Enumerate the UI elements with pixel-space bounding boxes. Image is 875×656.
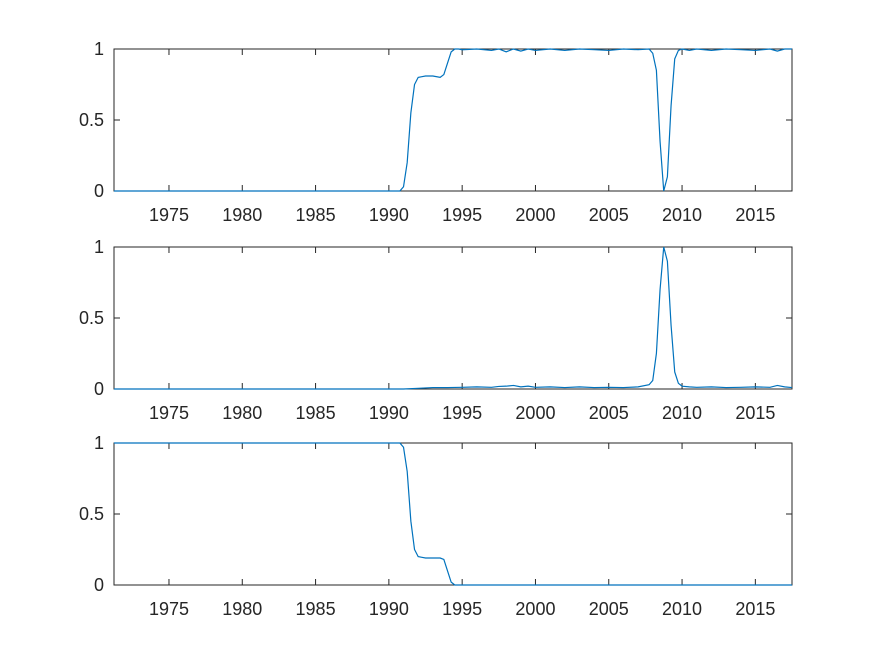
x-tick-label: 1980: [222, 205, 262, 225]
x-tick-label: 2000: [515, 205, 555, 225]
x-tick-label: 1995: [442, 205, 482, 225]
x-tick-label: 2010: [662, 205, 702, 225]
x-tick-label: 1990: [369, 403, 409, 423]
x-tick-label: 2010: [662, 403, 702, 423]
x-tick-label: 2005: [589, 403, 629, 423]
x-tick-label: 1985: [296, 403, 336, 423]
x-tick-label: 1980: [222, 599, 262, 619]
x-tick-label: 2005: [589, 205, 629, 225]
y-tick-label: 0: [94, 379, 104, 399]
x-tick-label: 1975: [149, 403, 189, 423]
y-tick-label: 1: [94, 237, 104, 257]
y-tick-label: 1: [94, 39, 104, 59]
series-line-1: [114, 442, 792, 586]
y-tick-label: 0.5: [79, 504, 104, 524]
x-tick-label: 2015: [735, 403, 775, 423]
x-tick-label: 1975: [149, 599, 189, 619]
x-tick-label: 1985: [296, 599, 336, 619]
subplot-1: 1975 1980 1985 1990 1995 2000 2005 2010 2015 0 0.5…: [79, 39, 793, 225]
x-tick-label: 1995: [442, 599, 482, 619]
axes-box: [113, 442, 793, 586]
series-line-1: [114, 48, 792, 192]
x-tick-label: 2010: [662, 599, 702, 619]
y-tick-label: 0.5: [79, 110, 104, 130]
x-tick-label: 1990: [369, 599, 409, 619]
x-tick-label: 2005: [589, 599, 629, 619]
axes-box: [113, 48, 793, 192]
x-tick-label: 1975: [149, 205, 189, 225]
x-tick-label: 2015: [735, 599, 775, 619]
subplot-2: 1975 1980 1985 1990 1995 2000 2005 2010 2015 0 0.5…: [79, 237, 793, 423]
x-tick-label: 1990: [369, 205, 409, 225]
x-tick-label: 1995: [442, 403, 482, 423]
y-tick-label: 1: [94, 433, 104, 453]
y-tick-label: 0: [94, 181, 104, 201]
axes-box: [113, 246, 793, 390]
x-tick-label: 2015: [735, 205, 775, 225]
x-tick-label: 1985: [296, 205, 336, 225]
series-line-1: [114, 246, 793, 390]
x-tick-label: 1980: [222, 403, 262, 423]
y-tick-label: 0.5: [79, 308, 104, 328]
x-tick-label: 2000: [515, 599, 555, 619]
y-tick-label: 0: [94, 575, 104, 595]
x-tick-label: 2000: [515, 403, 555, 423]
subplot-3: 1975 1980 1985 1990 1995 2000 2005 2010 2015 0 0.5…: [79, 433, 793, 619]
